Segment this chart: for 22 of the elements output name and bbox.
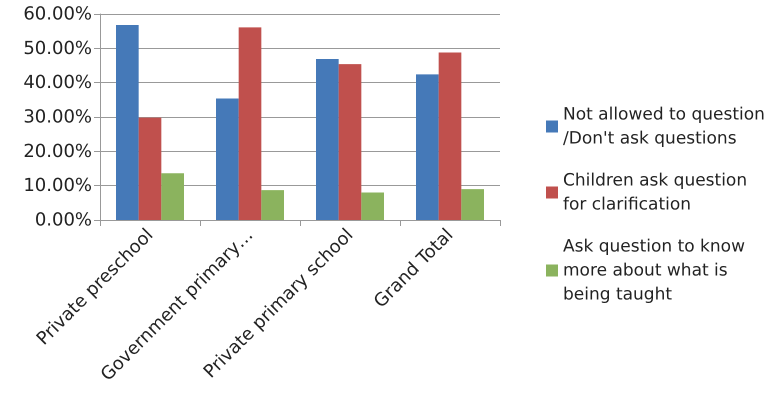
y-tick-label: 50.00% <box>23 38 92 59</box>
bar <box>316 58 339 220</box>
bar <box>161 173 184 220</box>
y-tick-label: 60.00% <box>23 4 92 24</box>
bar <box>216 98 239 220</box>
bar <box>261 190 284 220</box>
bar <box>416 74 439 220</box>
bar <box>461 189 484 220</box>
legend-label: Children ask question for clarification <box>563 170 753 214</box>
bar <box>138 118 162 220</box>
y-tick-label: 30.00% <box>23 106 92 128</box>
legend-label: Ask question to know more about what is being taught <box>563 236 750 304</box>
y-tick-label: 0.00% <box>34 210 92 230</box>
bar <box>238 27 262 220</box>
y-tick-label: 10.00% <box>23 175 92 196</box>
y-tick-label: 20.00% <box>23 140 92 162</box>
bar <box>116 24 139 220</box>
bar <box>338 64 362 220</box>
y-tick-label: 40.00% <box>23 72 92 94</box>
bar <box>361 192 384 220</box>
bar <box>438 52 462 220</box>
legend-label: Not allowed to question/Don't ask questions <box>563 104 765 148</box>
